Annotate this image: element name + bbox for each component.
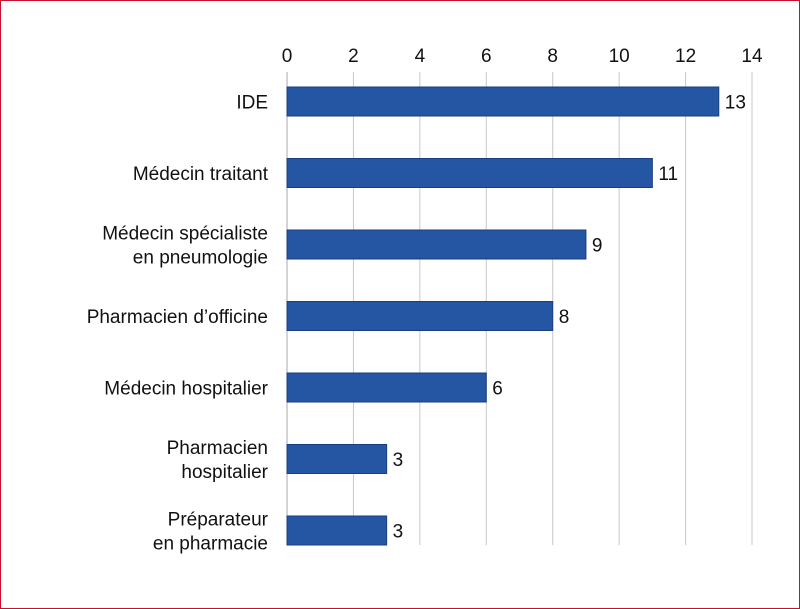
bar <box>286 515 388 546</box>
x-tick-label: 6 <box>481 46 492 67</box>
bar-value-label: 9 <box>592 236 603 257</box>
bar <box>286 301 554 331</box>
x-tick-label: 2 <box>348 46 359 67</box>
category-label: Pharmacien <box>167 438 268 459</box>
bar <box>286 86 720 117</box>
x-tick-label: 4 <box>415 46 426 67</box>
bar <box>286 158 653 188</box>
category-label: en pharmacie <box>153 534 268 555</box>
x-tick-label: 10 <box>609 46 630 67</box>
category-label: Médecin spécialiste <box>102 224 268 245</box>
bar-value-label: 8 <box>559 307 570 328</box>
bar <box>286 372 487 403</box>
x-tick-label: 8 <box>547 46 558 67</box>
bar-value-label: 3 <box>393 522 404 543</box>
bar-value-label: 11 <box>658 164 678 185</box>
x-tick-label: 12 <box>675 46 696 67</box>
category-label: Médecin hospitalier <box>104 379 268 400</box>
category-label: en pneumologie <box>133 248 268 269</box>
bar-value-label: 6 <box>492 379 503 400</box>
bar-value-label: 3 <box>393 450 404 471</box>
category-label: Médecin traitant <box>133 164 269 185</box>
category-label: IDE <box>236 93 268 114</box>
bar-value-label: 13 <box>725 93 746 114</box>
bar <box>286 444 388 474</box>
category-label: Préparateur <box>168 510 269 531</box>
category-label: Pharmacien d’officine <box>87 307 268 328</box>
category-label: hospitalier <box>181 462 268 483</box>
x-tick-label: 0 <box>282 46 293 67</box>
bar <box>286 229 587 260</box>
x-tick-label: 14 <box>741 46 763 67</box>
